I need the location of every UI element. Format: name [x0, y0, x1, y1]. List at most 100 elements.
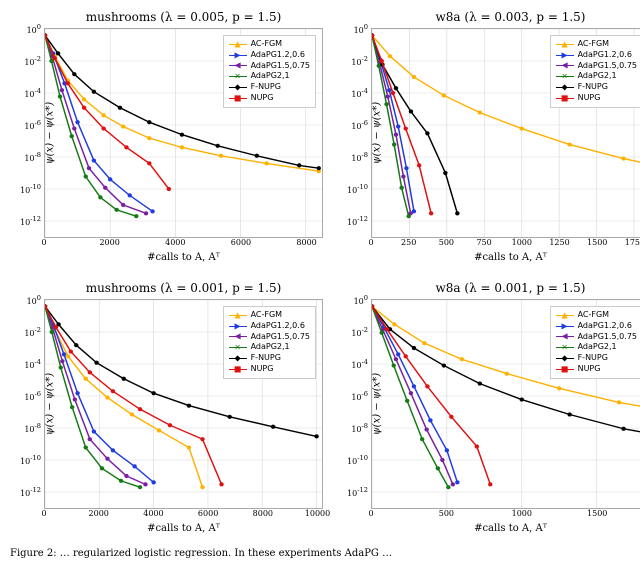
y-tick: 10-10	[20, 454, 41, 466]
legend-item: ▲AC-FGM	[556, 39, 637, 50]
legend-label: AdaPG1.2,0.6	[251, 50, 305, 61]
chart-panel: w8a (λ = 0.001, p = 1.5) ψ(x) − ψ(x*)1001…	[337, 281, 640, 534]
y-tick: 10-6	[351, 119, 368, 131]
y-tick: 10-6	[24, 390, 41, 402]
plot-area: ψ(x) − ψ(x*)10010-210-410-610-810-1010-1…	[44, 299, 323, 509]
legend-item: ◀AdaPG1.5,0.75	[229, 61, 310, 72]
y-tick: 10-12	[347, 215, 368, 227]
legend-item: ×AdaPG2,1	[229, 342, 310, 353]
legend: ▲AC-FGM▶AdaPG1.2,0.6◀AdaPG1.5,0.75×AdaPG…	[223, 306, 316, 379]
legend-item: ◀AdaPG1.5,0.75	[556, 332, 637, 343]
legend-label: F-NUPG	[578, 82, 608, 93]
legend-item: ◀AdaPG1.5,0.75	[229, 332, 310, 343]
legend-label: F-NUPG	[251, 353, 281, 364]
legend-label: AdaPG2,1	[251, 71, 290, 82]
legend: ▲AC-FGM▶AdaPG1.2,0.6◀AdaPG1.5,0.75×AdaPG…	[550, 306, 640, 379]
series-line	[45, 35, 146, 213]
y-tick: 10-6	[351, 390, 368, 402]
legend-item: ×AdaPG2,1	[556, 342, 637, 353]
x-ticks: 02000400060008000	[44, 238, 323, 250]
legend-item: ×AdaPG2,1	[229, 71, 310, 82]
legend-label: AdaPG2,1	[251, 342, 290, 353]
x-tick: 250	[401, 238, 416, 247]
y-tick: 100	[354, 294, 368, 306]
y-tick: 10-12	[20, 486, 41, 498]
x-tick: 1000	[512, 238, 532, 247]
legend-label: AdaPG1.5,0.75	[578, 332, 637, 343]
y-tick: 10-8	[351, 151, 368, 163]
y-tick: 100	[27, 294, 41, 306]
legend-label: AC-FGM	[578, 310, 610, 321]
y-tick: 10-2	[24, 326, 41, 338]
plot-area: ψ(x) − ψ(x*)10010-210-410-610-810-1010-1…	[371, 299, 640, 509]
y-ticks: 10010-210-410-610-810-1010-12	[342, 29, 370, 237]
y-tick: 10-4	[351, 87, 368, 99]
legend-label: F-NUPG	[578, 353, 608, 364]
y-tick: 10-10	[20, 183, 41, 195]
legend-item: ■NUPG	[229, 93, 310, 104]
legend-label: NUPG	[251, 93, 274, 104]
legend-item: ■NUPG	[229, 364, 310, 375]
y-tick: 10-8	[351, 422, 368, 434]
series-line	[372, 306, 490, 484]
panel-title: w8a (λ = 0.001, p = 1.5)	[371, 281, 640, 295]
legend-label: AC-FGM	[578, 39, 610, 50]
y-ticks: 10010-210-410-610-810-1010-12	[342, 300, 370, 508]
legend-item: ▶AdaPG1.2,0.6	[229, 321, 310, 332]
y-tick: 100	[354, 23, 368, 35]
legend-item: ◆F-NUPG	[229, 353, 310, 364]
x-tick: 0	[41, 238, 46, 247]
x-ticks: 050010001500	[371, 509, 640, 521]
x-ticks: 0200040006000800010000	[44, 509, 323, 521]
legend-item: ▲AC-FGM	[229, 310, 310, 321]
y-tick: 10-12	[20, 215, 41, 227]
x-tick: 10000	[305, 509, 330, 518]
legend-item: ×AdaPG2,1	[556, 71, 637, 82]
legend-label: AdaPG1.2,0.6	[251, 321, 305, 332]
x-tick: 8000	[253, 509, 273, 518]
legend-label: F-NUPG	[251, 82, 281, 93]
legend-label: NUPG	[578, 364, 601, 375]
legend-item: ◀AdaPG1.5,0.75	[556, 61, 637, 72]
x-tick: 1500	[587, 509, 607, 518]
y-tick: 10-2	[24, 55, 41, 67]
legend-label: AdaPG1.2,0.6	[578, 321, 632, 332]
x-tick: 0	[368, 509, 373, 518]
y-ticks: 10010-210-410-610-810-1010-12	[15, 300, 43, 508]
y-tick: 10-10	[347, 183, 368, 195]
x-tick: 4000	[143, 509, 163, 518]
legend-item: ▲AC-FGM	[229, 39, 310, 50]
x-tick: 1000	[512, 509, 532, 518]
legend-label: AdaPG2,1	[578, 342, 617, 353]
series-line	[45, 35, 169, 189]
x-tick: 6000	[198, 509, 218, 518]
legend-label: AdaPG1.5,0.75	[251, 61, 310, 72]
y-tick: 10-4	[24, 87, 41, 99]
series-line	[45, 306, 222, 484]
legend-item: ◆F-NUPG	[556, 82, 637, 93]
y-tick: 10-6	[24, 119, 41, 131]
legend-item: ◆F-NUPG	[229, 82, 310, 93]
plot-area: ψ(x) − ψ(x*)10010-210-410-610-810-1010-1…	[371, 28, 640, 238]
x-tick: 1500	[587, 238, 607, 247]
legend-label: NUPG	[251, 364, 274, 375]
x-tick: 0	[368, 238, 373, 247]
x-ticks: 02505007501000125015001750	[371, 238, 640, 250]
legend-label: AC-FGM	[251, 39, 283, 50]
y-ticks: 10010-210-410-610-810-1010-12	[15, 29, 43, 237]
panel-title: mushrooms (λ = 0.001, p = 1.5)	[44, 281, 323, 295]
y-tick: 10-4	[351, 358, 368, 370]
x-tick: 2000	[89, 509, 109, 518]
plot-area: ψ(x) − ψ(x*)10010-210-410-610-810-1010-1…	[44, 28, 323, 238]
panel-title: mushrooms (λ = 0.005, p = 1.5)	[44, 10, 323, 24]
series-line	[372, 35, 457, 213]
legend: ▲AC-FGM▶AdaPG1.2,0.6◀AdaPG1.5,0.75×AdaPG…	[223, 35, 316, 108]
legend-item: ■NUPG	[556, 364, 637, 375]
panel-title: w8a (λ = 0.003, p = 1.5)	[371, 10, 640, 24]
x-tick: 4000	[165, 238, 185, 247]
chart-panel: mushrooms (λ = 0.005, p = 1.5) ψ(x) − ψ(x…	[10, 10, 323, 263]
x-tick: 6000	[231, 238, 251, 247]
y-tick: 10-2	[351, 55, 368, 67]
x-tick: 750	[476, 238, 491, 247]
legend-item: ▶AdaPG1.2,0.6	[556, 321, 637, 332]
